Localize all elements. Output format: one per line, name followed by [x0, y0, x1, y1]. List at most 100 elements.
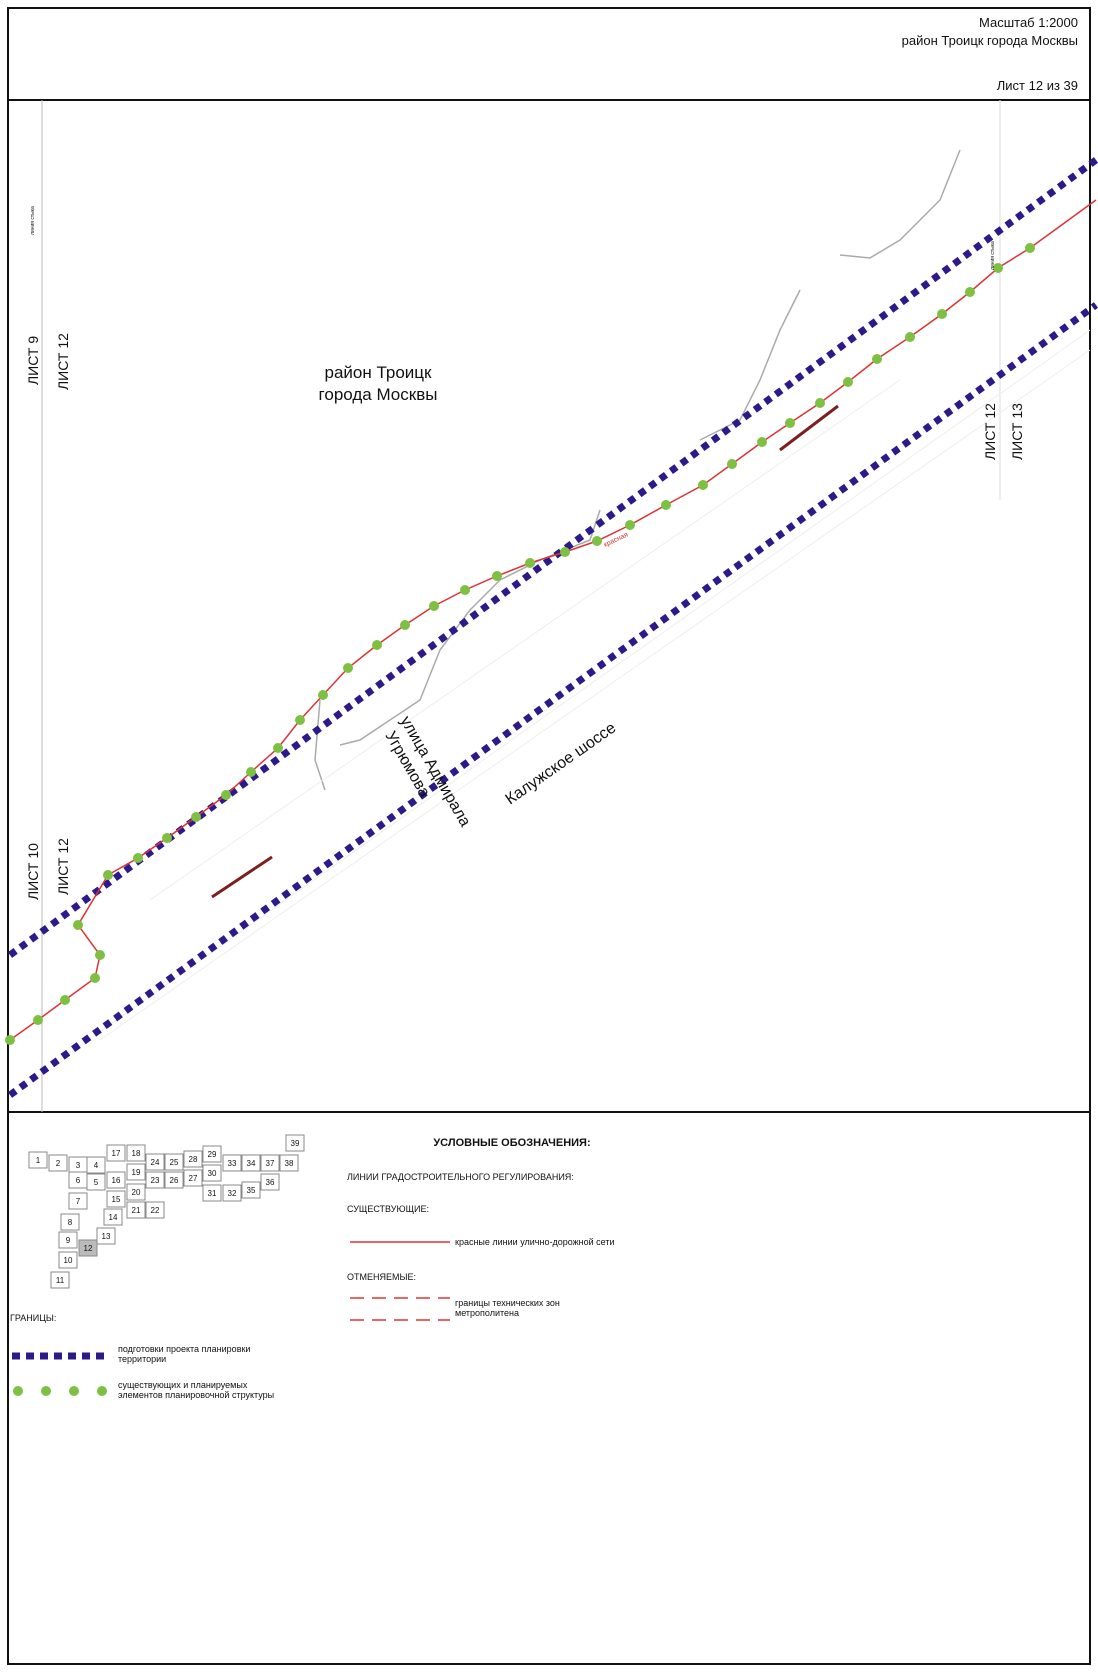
sheet-box [222, 1184, 242, 1202]
sheet-number: 17 [112, 1149, 121, 1158]
legend-item: границы технических зон [455, 1298, 560, 1308]
element-dot [661, 500, 671, 510]
legend-item: красные линии улично-дорожной сети [455, 1237, 615, 1247]
element-dot [133, 853, 143, 863]
sheet-number: 8 [68, 1218, 73, 1227]
element-dot [400, 620, 410, 630]
sheet-number: 16 [112, 1176, 121, 1185]
legend-item: метрополитена [455, 1308, 519, 1318]
sheet-box [202, 1184, 222, 1202]
sheet-number: 39 [291, 1139, 300, 1148]
element-dot [162, 833, 172, 843]
sheet-box [241, 1154, 261, 1172]
sheet-box [60, 1213, 80, 1231]
element-dot [343, 663, 353, 673]
sheet-box [164, 1153, 184, 1171]
road-label: Калужское шоссе [503, 719, 620, 808]
element-dot [872, 354, 882, 364]
sheet-number: 25 [170, 1158, 179, 1167]
element-dot [33, 1015, 43, 1025]
sheet-number: 28 [189, 1155, 198, 1164]
scale: Масштаб 1:2000 [979, 15, 1078, 30]
element-dot [965, 287, 975, 297]
sheet-box [241, 1181, 261, 1199]
sheet-number: 30 [208, 1169, 217, 1178]
legend-item: существующих и планируемых [118, 1380, 248, 1390]
planning-boundary [7, 302, 1098, 1098]
sheet-box [106, 1144, 126, 1162]
sheet-label: ЛИСТ 9 [25, 336, 41, 385]
sheet-number: 29 [208, 1150, 217, 1159]
sheet-box [164, 1171, 184, 1189]
sheet-number: 19 [132, 1168, 141, 1177]
element-dot [727, 459, 737, 469]
element-dot [698, 480, 708, 490]
sheet-number: 3 [76, 1161, 81, 1170]
sheet-number: 32 [228, 1189, 237, 1198]
sheet-box [145, 1171, 165, 1189]
legend-item: подготовки проекта планировки [118, 1344, 250, 1354]
sheet-number: 7 [76, 1197, 81, 1206]
element-dot [525, 558, 535, 568]
sheet-box [126, 1183, 146, 1201]
sheet-number: 2 [56, 1159, 61, 1168]
legend-heading: ЛИНИИ ГРАДОСТРОИТЕЛЬНОГО РЕГУЛИРОВАНИЯ: [347, 1172, 574, 1182]
sheet-box [183, 1169, 203, 1187]
district-label: район Троицк [325, 363, 433, 382]
legend-heading: ОТМЕНЯЕМЫЕ: [347, 1272, 416, 1282]
sheet-box [86, 1173, 106, 1191]
sheet-box [68, 1192, 88, 1210]
element-dot [785, 418, 795, 428]
district: район Троицк города Москвы [902, 33, 1078, 48]
element-dot [221, 790, 231, 800]
sheet-number: Лист 12 из 39 [997, 78, 1078, 93]
legend-heading: ГРАНИЦЫ: [10, 1313, 56, 1323]
sheet-box [202, 1164, 222, 1182]
sheet-number: 31 [208, 1189, 217, 1198]
legend-item: элементов планировочной структуры [118, 1390, 274, 1400]
element-dot [90, 973, 100, 983]
sheet-box [126, 1201, 146, 1219]
planning-boundary [7, 157, 1098, 958]
element-dot [937, 309, 947, 319]
join-label: линия стыка [990, 241, 996, 270]
sheet-label: ЛИСТ 12 [55, 838, 71, 895]
sheet-box [260, 1173, 280, 1191]
red-line-label: красная [603, 531, 630, 548]
element-dot [246, 767, 256, 777]
element-dot [429, 601, 439, 611]
sheet-box [50, 1271, 70, 1289]
sheet-number: 27 [189, 1174, 198, 1183]
frame [7, 7, 1091, 1665]
sheet-box [222, 1154, 242, 1172]
sheet-label: ЛИСТ 12 [982, 403, 998, 460]
cancelled-line [779, 404, 839, 452]
sheet-box [78, 1239, 98, 1257]
sheet-box [86, 1156, 106, 1174]
element-dot [625, 520, 635, 530]
district-label: города Москвы [319, 385, 438, 404]
sheet-box [48, 1154, 68, 1172]
sheet-number: 14 [109, 1213, 118, 1222]
sheet-box [103, 1208, 123, 1226]
element-dot [95, 950, 105, 960]
sheet-number: 21 [132, 1206, 141, 1215]
sheet-number: 11 [56, 1276, 65, 1285]
sheet-box [145, 1201, 165, 1219]
element-dot [843, 377, 853, 387]
element-dot [273, 743, 283, 753]
sheet-box [285, 1134, 305, 1152]
sheet-number: 10 [64, 1256, 73, 1265]
element-dot [5, 1035, 15, 1045]
element-dot [60, 995, 70, 1005]
element-dot [560, 547, 570, 557]
sheet-box [106, 1171, 126, 1189]
legend-item: территории [118, 1354, 166, 1364]
sheet-label: ЛИСТ 10 [25, 843, 41, 900]
sheet-number: 15 [112, 1195, 121, 1204]
sheet-box [126, 1163, 146, 1181]
sheet-box [260, 1154, 280, 1172]
sheet-box [58, 1231, 78, 1249]
sheet-box [126, 1144, 146, 1162]
